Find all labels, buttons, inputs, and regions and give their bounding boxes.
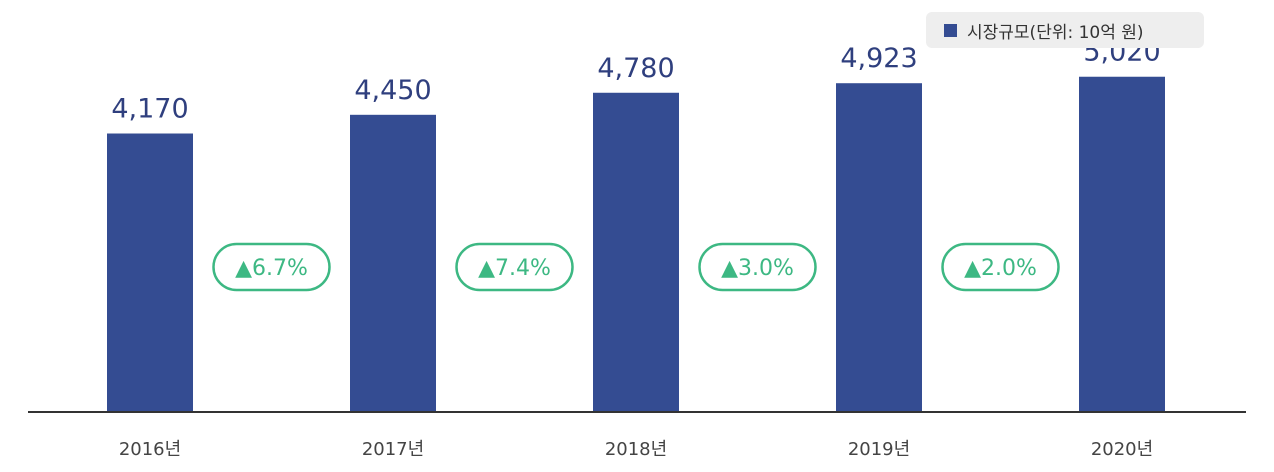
x-tick-label-1: 2016년 <box>119 439 181 460</box>
growth-badge-4 <box>941 242 1060 292</box>
chart-legend: 시장규모(단위: 10억 원) <box>926 12 1204 48</box>
growth-badge-2 <box>455 242 574 292</box>
bar-4 <box>836 83 922 412</box>
x-tick-label-5: 2020년 <box>1091 439 1153 460</box>
growth-label-1: ▲6.7% <box>235 256 308 281</box>
value-label-4: 4,923 <box>840 43 917 74</box>
value-label-3: 4,780 <box>597 53 674 84</box>
bar-1 <box>107 133 193 412</box>
x-tick-label-4: 2019년 <box>848 439 910 460</box>
legend-swatch <box>944 23 957 37</box>
x-tick-label-3: 2018년 <box>605 439 667 460</box>
x-tick-label-2: 2017년 <box>362 439 424 460</box>
growth-label-2: ▲7.4% <box>478 256 551 281</box>
legend-label: 시장규모(단위: 10억 원) <box>967 22 1144 43</box>
growth-badge-1 <box>212 242 331 292</box>
growth-label-3: ▲3.0% <box>721 256 794 281</box>
bar-3 <box>593 92 679 412</box>
value-label-2: 4,450 <box>354 75 431 106</box>
bar-5 <box>1079 76 1165 412</box>
growth-label-4: ▲2.0% <box>964 256 1037 281</box>
bar-2 <box>350 114 436 412</box>
growth-badge-3 <box>698 242 817 292</box>
value-label-1: 4,170 <box>111 94 188 125</box>
